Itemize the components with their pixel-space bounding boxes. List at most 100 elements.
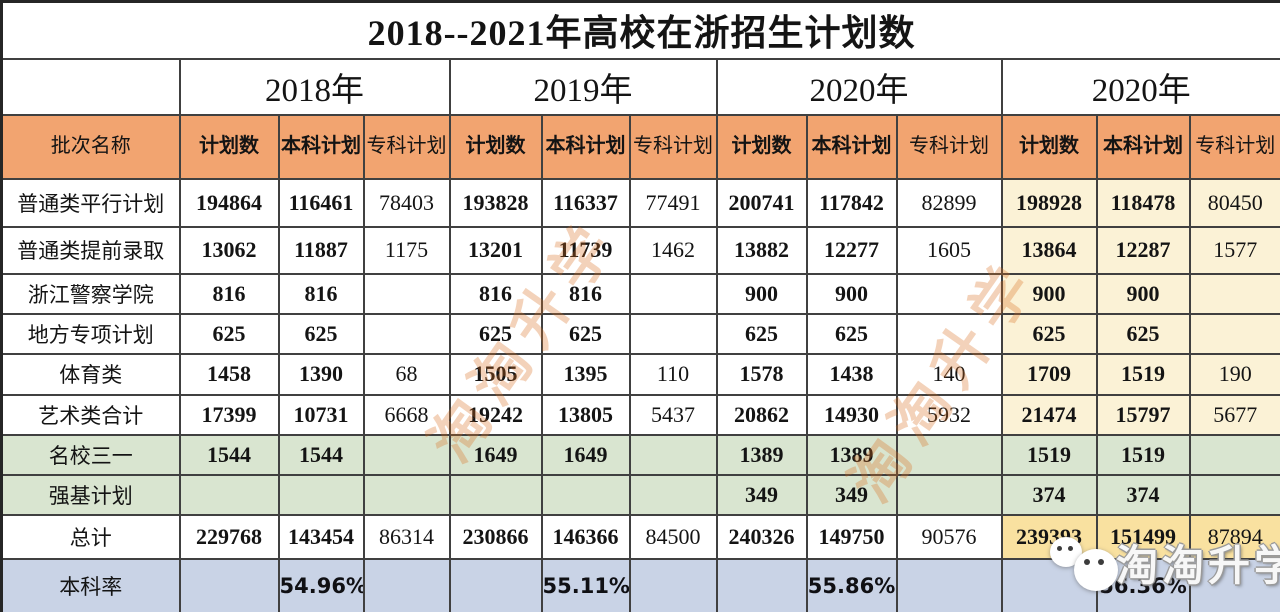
plan-total-cell: 625 — [715, 312, 808, 355]
zhuanke-plan-cell — [362, 557, 451, 612]
plan-total-cell: 13201 — [448, 225, 543, 275]
benke-plan-cell: 10731 — [277, 393, 365, 436]
table-row: 名校三一 1544 1544 1649 1649 1389 1389 1519 1519 — [0, 433, 1280, 476]
year-header: 2020年 — [1000, 57, 1280, 116]
table-row: 艺术类合计 17399 10731 6668 19242 13805 5437 20862 14… — [0, 393, 1280, 436]
plan-total-cell: 1458 — [178, 352, 280, 396]
benke-plan-cell: 116461 — [277, 177, 365, 228]
benke-plan-cell: 55.11% — [540, 557, 631, 612]
plan-total-cell: 198928 — [1000, 177, 1098, 228]
plan-total-cell: 1649 — [448, 433, 543, 476]
zhuanke-plan-cell: 1577 — [1188, 225, 1280, 275]
benke-plan-cell: 116337 — [540, 177, 631, 228]
plan-total-cell — [448, 473, 543, 516]
zhuanke-plan-cell — [895, 557, 1003, 612]
benke-plan-cell: 374 — [1095, 473, 1191, 516]
table-title: 2018--2021年高校在浙招生计划数 — [0, 0, 1280, 60]
plan-total-cell: 13882 — [715, 225, 808, 275]
zhuanke-plan-cell: 5677 — [1188, 393, 1280, 436]
benke-plan-cell: 56.36% — [1095, 557, 1191, 612]
plan-total-cell: 625 — [178, 312, 280, 355]
plan-total-cell: 374 — [1000, 473, 1098, 516]
table-row: 浙江警察学院 816 816 816 816 900 900 900 900 — [0, 272, 1280, 315]
plan-total-cell: 20862 — [715, 393, 808, 436]
year-header: 2019年 — [448, 57, 718, 116]
row-label: 浙江警察学院 — [0, 272, 181, 315]
plan-total-cell — [178, 473, 280, 516]
zhuanke-plan-cell — [1188, 312, 1280, 355]
benke-plan-cell — [277, 473, 365, 516]
row-label: 地方专项计划 — [0, 312, 181, 355]
table-row: 总计 229768 143454 86314 230866 146366 84500 2403… — [0, 513, 1280, 560]
plan-total-cell: 900 — [1000, 272, 1098, 315]
plan-total-header: 计划数 — [1000, 113, 1098, 180]
benke-plan-cell: 625 — [1095, 312, 1191, 355]
table-row: 体育类 1458 1390 68 1505 1395 110 1578 1438 140 1709 1… — [0, 352, 1280, 396]
benke-plan-cell: 1649 — [540, 433, 631, 476]
plan-total-cell: 1709 — [1000, 352, 1098, 396]
plan-total-header: 计划数 — [448, 113, 543, 180]
zhuanke-plan-cell — [362, 433, 451, 476]
row-label: 体育类 — [0, 352, 181, 396]
benke-plan-cell: 1438 — [805, 352, 898, 396]
plan-total-cell: 240326 — [715, 513, 808, 560]
plan-total-cell: 1505 — [448, 352, 543, 396]
row-label: 总计 — [0, 513, 181, 560]
benke-plan-cell: 1519 — [1095, 352, 1191, 396]
plan-total-cell: 229768 — [178, 513, 280, 560]
zhuanke-plan-cell — [628, 312, 718, 355]
benke-plan-cell: 816 — [540, 272, 631, 315]
plan-total-cell: 1544 — [178, 433, 280, 476]
plan-total-cell: 13062 — [178, 225, 280, 275]
zhuanke-plan-cell: 82899 — [895, 177, 1003, 228]
zhuanke-plan-cell: 110 — [628, 352, 718, 396]
plan-total-header: 计划数 — [178, 113, 280, 180]
benke-plan-cell: 1389 — [805, 433, 898, 476]
benke-plan-header: 本科计划 — [540, 113, 631, 180]
zhuanke-plan-cell: 80450 — [1188, 177, 1280, 228]
plan-total-cell: 194864 — [178, 177, 280, 228]
plan-total-cell: 193828 — [448, 177, 543, 228]
plan-total-cell: 13864 — [1000, 225, 1098, 275]
zhuanke-plan-cell — [1188, 272, 1280, 315]
plan-total-cell — [715, 557, 808, 612]
benke-plan-cell: 151499 — [1095, 513, 1191, 560]
zhuanke-plan-cell — [628, 557, 718, 612]
plan-total-cell: 349 — [715, 473, 808, 516]
plan-total-cell: 19242 — [448, 393, 543, 436]
plan-total-cell: 230866 — [448, 513, 543, 560]
zhuanke-plan-header: 专科计划 — [362, 113, 451, 180]
zhuanke-plan-cell — [895, 272, 1003, 315]
row-label: 强基计划 — [0, 473, 181, 516]
table-row: 普通类提前录取 13062 11887 1175 13201 11739 1462 13882… — [0, 225, 1280, 275]
plan-total-cell: 1389 — [715, 433, 808, 476]
zhuanke-plan-header: 专科计划 — [628, 113, 718, 180]
zhuanke-plan-cell: 77491 — [628, 177, 718, 228]
row-label: 普通类平行计划 — [0, 177, 181, 228]
row-label: 名校三一 — [0, 433, 181, 476]
benke-plan-cell: 117842 — [805, 177, 898, 228]
benke-plan-cell: 625 — [277, 312, 365, 355]
zhuanke-plan-cell: 86314 — [362, 513, 451, 560]
plan-total-cell — [1000, 557, 1098, 612]
corner-blank-cell — [0, 57, 181, 116]
plan-total-header: 计划数 — [715, 113, 808, 180]
benke-plan-cell: 55.86% — [805, 557, 898, 612]
zhuanke-plan-cell: 6668 — [362, 393, 451, 436]
row-label: 本科率 — [0, 557, 181, 612]
plan-total-cell: 1578 — [715, 352, 808, 396]
zhuanke-plan-cell: 78403 — [362, 177, 451, 228]
zhuanke-plan-cell: 84500 — [628, 513, 718, 560]
benke-plan-cell: 149750 — [805, 513, 898, 560]
zhuanke-plan-cell — [362, 272, 451, 315]
plan-total-cell: 200741 — [715, 177, 808, 228]
plan-total-cell: 21474 — [1000, 393, 1098, 436]
plan-total-cell: 17399 — [178, 393, 280, 436]
plan-total-cell: 239393 — [1000, 513, 1098, 560]
benke-plan-cell: 1519 — [1095, 433, 1191, 476]
table-row: 地方专项计划 625 625 625 625 625 625 625 625 — [0, 312, 1280, 355]
zhuanke-plan-header: 专科计划 — [1188, 113, 1280, 180]
benke-plan-header: 本科计划 — [277, 113, 365, 180]
zhuanke-plan-cell: 1462 — [628, 225, 718, 275]
zhuanke-plan-cell — [1188, 473, 1280, 516]
